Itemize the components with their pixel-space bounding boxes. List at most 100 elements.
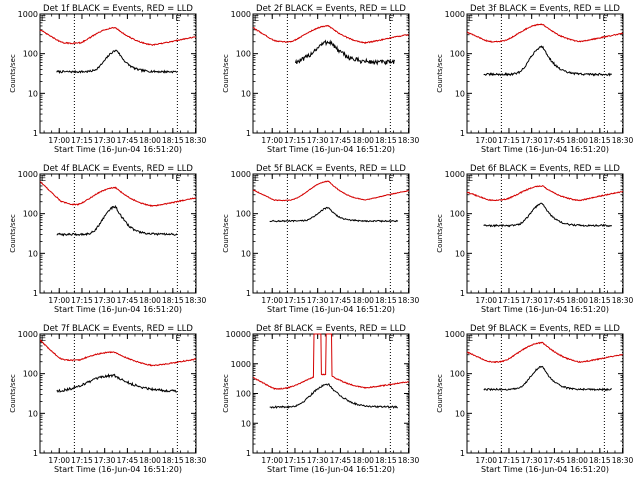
x-tick-label: 18:30 [398, 456, 420, 465]
x-tick-label: 17:00 [261, 296, 283, 305]
chart-title: Det 9f BLACK = Events, RED = LLD [470, 324, 620, 334]
x-tick-label: 18:30 [398, 136, 420, 145]
x-tick-label: 18:15 [375, 296, 397, 305]
y-tick-label: 100 [450, 210, 465, 219]
y-tick-label: 10000 [226, 330, 251, 339]
x-axis-label: Start Time (16-Jun-04 16:51:20) [54, 145, 182, 154]
corner-marker-left: E [254, 334, 259, 343]
y-tick-label: 1000 [231, 10, 251, 19]
x-tick-label: 18:30 [612, 136, 634, 145]
x-tick-label: 18:00 [566, 136, 588, 145]
series-line-lld [252, 24, 409, 45]
x-tick-label: 17:30 [307, 456, 329, 465]
x-tick-label: 17:00 [475, 136, 497, 145]
x-tick-label: 17:00 [48, 136, 70, 145]
chart-title: Det 6f BLACK = Events, RED = LLD [470, 164, 620, 174]
chart-title: Det 4f BLACK = Events, RED = LLD [43, 164, 193, 174]
y-tick-label: 100 [23, 370, 38, 379]
x-tick-label: 17:45 [544, 296, 566, 305]
corner-marker-right: E [603, 14, 608, 23]
x-tick-label: 18:15 [162, 456, 184, 465]
corner-marker-left: E [254, 174, 259, 183]
y-axis-label: Counts/sec [9, 54, 17, 93]
series-line-lld [252, 180, 410, 202]
x-tick-label: 18:15 [589, 136, 611, 145]
x-tick-label: 18:00 [352, 296, 374, 305]
x-tick-label: 18:00 [566, 296, 588, 305]
corner-marker-left: E [468, 334, 473, 343]
y-axis-label: Counts/sec [9, 214, 17, 253]
y-tick-label: 100 [236, 50, 251, 59]
corner-marker-left: E [41, 14, 46, 23]
x-axis-label: Start Time (16-Jun-04 16:51:20) [267, 465, 395, 474]
x-tick-label: 18:00 [566, 456, 588, 465]
chart-title: Det 2f BLACK = Events, RED = LLD [256, 4, 406, 14]
series-line-events [269, 206, 399, 223]
y-tick-label: 10 [28, 249, 38, 258]
x-tick-label: 17:15 [71, 456, 93, 465]
corner-marker-right: E [603, 174, 608, 183]
x-tick-label: 18:30 [398, 296, 420, 305]
y-axis-label: Counts/sec [9, 374, 17, 413]
x-axis-label: Start Time (16-Jun-04 16:51:20) [54, 465, 182, 474]
series-line-lld [466, 23, 623, 43]
x-tick-label: 17:45 [330, 456, 352, 465]
chart-title: Det 5f BLACK = Events, RED = LLD [256, 164, 406, 174]
series-line-events [294, 39, 395, 66]
y-tick-label: 100 [23, 50, 38, 59]
chart-title: Det 1f BLACK = Events, RED = LLD [43, 4, 193, 14]
x-axis-label: Start Time (16-Jun-04 16:51:20) [267, 145, 395, 154]
plot-frame [252, 173, 410, 294]
y-tick-label: 1 [33, 449, 38, 458]
y-tick-label: 1000 [231, 360, 251, 369]
x-tick-label: 17:30 [94, 456, 116, 465]
x-tick-label: 17:00 [475, 296, 497, 305]
y-tick-label: 1 [460, 449, 465, 458]
x-tick-label: 18:00 [352, 136, 374, 145]
y-tick-label: 1000 [18, 330, 38, 339]
plot-frame [466, 173, 624, 294]
x-axis-label: Start Time (16-Jun-04 16:51:20) [481, 145, 609, 154]
y-tick-label: 10 [455, 409, 465, 418]
series-line-events [56, 49, 178, 75]
corner-marker-right: E [176, 174, 181, 183]
y-axis-label: Counts/sec [436, 374, 444, 413]
corner-marker-left: E [468, 14, 473, 23]
x-tick-label: 17:30 [307, 296, 329, 305]
y-tick-label: 1000 [445, 170, 465, 179]
x-tick-label: 18:15 [589, 456, 611, 465]
x-tick-label: 18:30 [185, 296, 207, 305]
y-tick-label: 100 [450, 370, 465, 379]
plot-frame [252, 333, 410, 454]
y-tick-label: 1000 [18, 10, 38, 19]
x-tick-label: 18:15 [375, 456, 397, 465]
y-tick-label: 1 [246, 449, 251, 458]
y-tick-label: 1 [460, 289, 465, 298]
chart-title: Det 7f BLACK = Events, RED = LLD [43, 324, 193, 334]
corner-marker-left: E [41, 334, 46, 343]
series-line-lld [39, 339, 197, 367]
y-tick-label: 1 [33, 129, 38, 138]
x-tick-label: 18:15 [162, 136, 184, 145]
x-tick-label: 17:45 [544, 136, 566, 145]
corner-marker-right: E [176, 334, 181, 343]
corner-marker-right: E [389, 174, 394, 183]
chart-title: Det 8f BLACK = Events, RED = LLD [256, 324, 406, 334]
x-tick-label: 18:30 [612, 296, 634, 305]
x-tick-label: 17:45 [544, 456, 566, 465]
x-tick-label: 17:15 [71, 136, 93, 145]
plot-frame [466, 333, 624, 454]
y-tick-label: 1000 [18, 170, 38, 179]
x-tick-label: 17:45 [117, 136, 139, 145]
x-tick-label: 17:30 [94, 136, 116, 145]
x-tick-label: 18:00 [352, 456, 374, 465]
y-tick-label: 10 [241, 249, 251, 258]
x-tick-label: 18:00 [139, 136, 161, 145]
y-axis-label: Counts/sec [222, 374, 230, 413]
y-tick-label: 10 [28, 89, 38, 98]
x-tick-label: 18:00 [139, 296, 161, 305]
